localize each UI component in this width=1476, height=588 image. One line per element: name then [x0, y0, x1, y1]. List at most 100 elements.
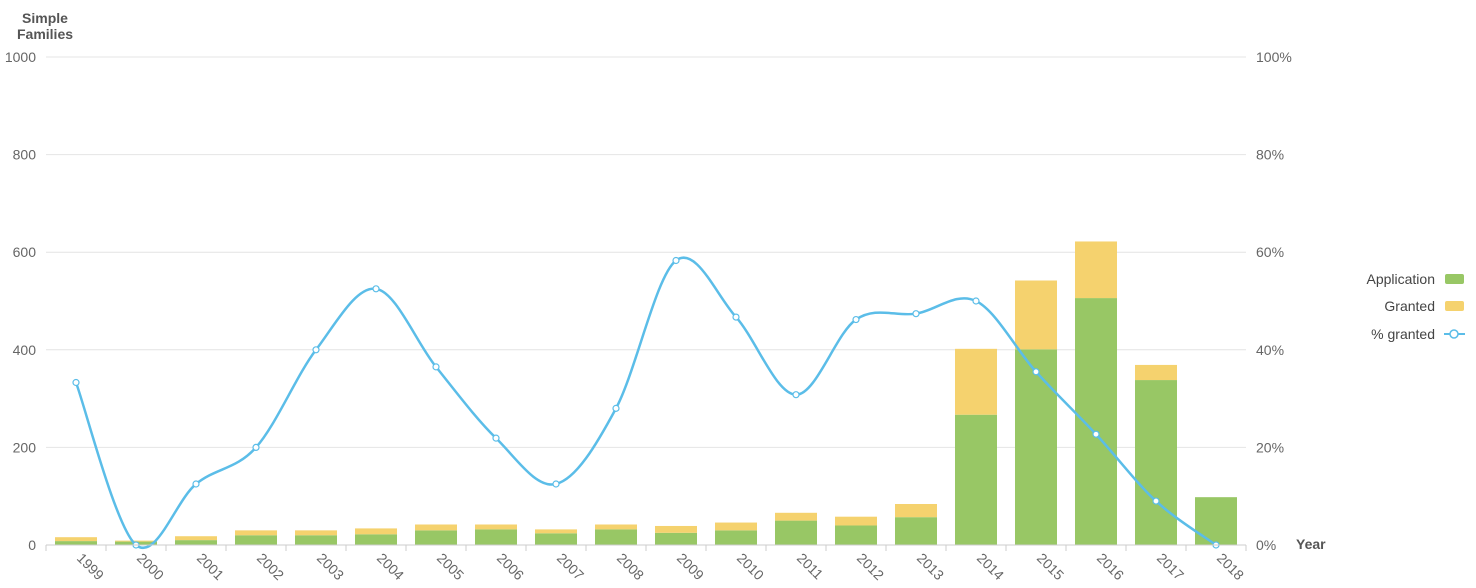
percent-granted-point [613, 405, 619, 411]
bar-granted [415, 525, 457, 531]
legend-item-granted[interactable]: Granted [1384, 298, 1464, 314]
bar-granted [175, 536, 217, 540]
percent-granted-point [73, 379, 79, 385]
bar-granted [55, 537, 97, 541]
percent-granted-point [313, 347, 319, 353]
bar-application [1075, 298, 1117, 545]
x-tick-label: 2006 [494, 550, 527, 583]
x-tick-label: 2005 [434, 550, 467, 583]
bar-granted [715, 523, 757, 531]
bar-granted [355, 528, 397, 534]
y-tick-label-right: 80% [1256, 147, 1284, 163]
y-axis-title-line2: Families [17, 26, 73, 42]
y-tick-label-left: 600 [13, 244, 37, 260]
x-tick-label: 1999 [74, 550, 107, 583]
percent-granted-point [853, 317, 859, 323]
y-tick-label-left: 400 [13, 342, 37, 358]
y-tick-label-right: 60% [1256, 244, 1284, 260]
bar-application [415, 530, 457, 545]
bar-application [475, 529, 517, 545]
x-tick-label: 2015 [1034, 550, 1067, 583]
x-tick-label: 2017 [1154, 550, 1187, 583]
y-axis-title-line1: Simple [22, 10, 68, 26]
bar-granted [295, 530, 337, 535]
bar-granted [895, 504, 937, 517]
legend-label-granted: Granted [1384, 298, 1435, 314]
percent-granted-point [673, 257, 679, 263]
x-tick-label: 2004 [374, 550, 407, 583]
bars [55, 241, 1237, 545]
bar-application [775, 521, 817, 545]
bar-application [175, 540, 217, 545]
percent-granted-point [1153, 498, 1159, 504]
bar-application [1135, 380, 1177, 545]
x-tick-label: 2013 [914, 550, 947, 583]
x-tick-label: 2009 [674, 550, 707, 583]
legend-item-percent-granted[interactable]: % granted [1371, 326, 1465, 342]
percent-granted-point [493, 435, 499, 441]
x-axis-title: Year [1296, 536, 1326, 552]
x-tick-label: 2014 [974, 550, 1007, 583]
y-tick-label-left: 0 [28, 537, 36, 553]
bar-application [595, 529, 637, 545]
legend-swatch-application [1445, 274, 1464, 284]
x-tick-label: 2012 [854, 550, 887, 583]
x-tick-label: 2002 [254, 550, 287, 583]
bar-granted [1015, 281, 1057, 350]
x-tick-label: 2011 [794, 550, 827, 583]
legend-label-percent-granted: % granted [1371, 326, 1435, 342]
percent-granted-point [553, 481, 559, 487]
x-tick-label: 2008 [614, 550, 647, 583]
bar-granted [475, 525, 517, 530]
percent-granted-point [1093, 431, 1099, 437]
legend-marker-percent-granted [1450, 330, 1458, 338]
bar-application [355, 534, 397, 545]
bar-granted [535, 529, 577, 533]
bar-granted [595, 525, 637, 530]
x-tick-label: 2010 [734, 550, 767, 583]
bar-application [895, 517, 937, 545]
y-tick-label-right: 40% [1256, 342, 1284, 358]
bar-application [835, 525, 877, 545]
percent-granted-point [793, 392, 799, 398]
bar-granted [955, 349, 997, 415]
bar-application [655, 533, 697, 545]
y-tick-label-left: 200 [13, 439, 37, 455]
y-tick-label-left: 1000 [5, 49, 36, 65]
y-tick-label-right: 0% [1256, 537, 1276, 553]
x-tick-label: 2016 [1094, 550, 1127, 583]
percent-granted-point [973, 298, 979, 304]
bar-granted [1135, 365, 1177, 380]
x-tick-label: 2000 [134, 550, 167, 583]
legend-label-application: Application [1367, 271, 1436, 287]
bar-granted [835, 517, 877, 526]
x-tick-label: 2007 [554, 550, 587, 583]
percent-granted-point [733, 314, 739, 320]
bar-application [715, 530, 757, 545]
bar-granted [655, 526, 697, 533]
percent-granted-point [1033, 369, 1039, 375]
percent-granted-point [253, 444, 259, 450]
bar-application [295, 535, 337, 545]
bar-application [1195, 497, 1237, 545]
y-tick-label-right: 20% [1256, 439, 1284, 455]
percent-granted-point [373, 286, 379, 292]
bar-application [235, 535, 277, 545]
y-tick-label-right: 100% [1256, 49, 1292, 65]
bar-application [955, 415, 997, 545]
bar-granted [1075, 241, 1117, 298]
x-tick-label: 2018 [1214, 550, 1247, 583]
bar-granted [235, 530, 277, 535]
bar-application [55, 541, 97, 545]
legend-swatch-granted [1445, 301, 1464, 311]
legend: Application Granted % granted [1367, 271, 1466, 342]
percent-granted-point [433, 364, 439, 370]
gridlines [46, 57, 1246, 447]
bar-application [1015, 349, 1057, 545]
bar-granted [775, 513, 817, 521]
percent-granted-point [193, 481, 199, 487]
bar-application [535, 533, 577, 545]
x-tick-label: 2001 [194, 550, 227, 583]
legend-item-application[interactable]: Application [1367, 271, 1465, 287]
